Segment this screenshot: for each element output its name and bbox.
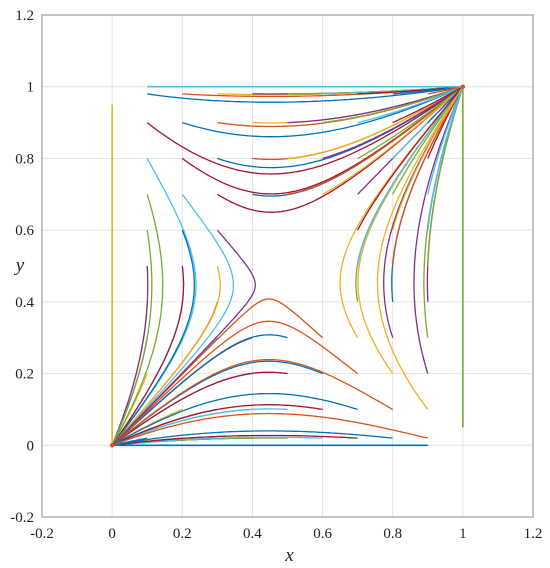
trajectory-line (322, 86, 463, 195)
y-axis-label: y (14, 255, 25, 276)
trajectory-line (111, 229, 256, 446)
y-tick-label: -0.2 (10, 510, 34, 526)
trajectory-line (287, 86, 463, 124)
trajectory-line (427, 88, 463, 231)
y-tick-label: 1 (27, 80, 35, 96)
y-tick-label: 1.2 (15, 8, 34, 24)
x-tick-label: -0.2 (30, 526, 54, 542)
trajectory-line (182, 86, 462, 138)
trajectory-line (113, 412, 428, 446)
equilibrium-point (109, 443, 115, 448)
trajectory-line (287, 86, 464, 195)
trajectory-line (427, 87, 463, 124)
x-tick-label: 0.2 (173, 526, 192, 542)
trajectory-line (357, 86, 463, 159)
trajectory-line (113, 334, 288, 445)
y-tick-label: 0.4 (15, 295, 34, 311)
trajectory-line (392, 86, 463, 124)
trajectory-line (427, 86, 461, 95)
x-axis-label: x (284, 545, 294, 566)
trajectory-line (392, 86, 462, 95)
trajectory-line (146, 87, 462, 175)
trajectory-line (427, 87, 463, 195)
tick-labels: -0.2 0 0.2 0.4 0.6 0.8 1 1.2 -0.2 0 0.2 0.4 0.6 0.8 1 1… (10, 8, 542, 542)
trajectory-line (112, 392, 358, 446)
trajectory-line (113, 434, 358, 446)
x-tick-label: 0.4 (243, 526, 262, 542)
trajectory-line (322, 87, 462, 160)
y-tick-label: 0.8 (15, 151, 34, 167)
trajectory-line (392, 86, 464, 195)
x-tick-label: 0.8 (383, 526, 402, 542)
trajectory-line (113, 430, 393, 446)
trajectory-line (147, 86, 462, 103)
x-tick-label: 1.2 (524, 526, 543, 542)
y-tick-label: 0.6 (15, 223, 34, 239)
trajectory-line (392, 87, 463, 231)
trajectory-line (111, 371, 288, 446)
trajectory-layer (109, 84, 466, 448)
trajectory-line (111, 194, 164, 446)
x-tick-label: 0.6 (313, 526, 332, 542)
trajectory-line (356, 86, 464, 267)
plot-frame (41, 14, 534, 518)
trajectory-line (113, 358, 394, 445)
x-tick-label: 1 (459, 526, 467, 542)
trajectory-line (112, 436, 323, 446)
trajectory-line (322, 86, 462, 124)
trajectory-line (112, 320, 359, 445)
equilibrium-point (460, 84, 466, 89)
trajectory-line (113, 408, 288, 446)
y-tick-label: 0.2 (15, 367, 34, 383)
trajectory-line (112, 229, 195, 445)
trajectory-line (357, 87, 463, 231)
trajectory-line (111, 265, 185, 446)
x-tick-label: 0 (108, 526, 116, 542)
trajectory-line (111, 230, 153, 446)
trajectory-line (112, 404, 323, 446)
trajectory-line (287, 86, 463, 160)
trajectory-line (112, 265, 149, 445)
trajectory-line (413, 87, 463, 374)
trajectory-line (112, 193, 235, 445)
y-tick-label: 0 (27, 438, 35, 454)
trajectory-line (376, 87, 463, 410)
trajectory-line (392, 87, 463, 267)
trajectory-line (112, 265, 221, 445)
trajectory-line (357, 86, 462, 124)
